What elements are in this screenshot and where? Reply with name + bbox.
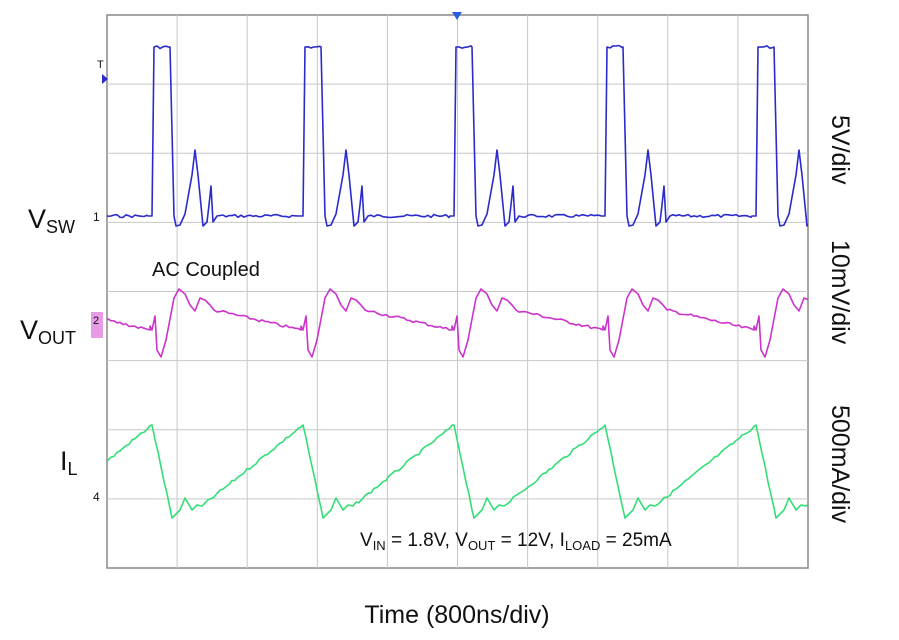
- scale-label: 5V/div: [826, 115, 854, 185]
- channel-marker: 4: [93, 490, 100, 504]
- waveforms: [107, 44, 808, 519]
- note: AC Coupled: [152, 259, 260, 281]
- channel-marker: 2: [93, 315, 99, 327]
- waveform: [107, 44, 808, 227]
- conditions: VIN = 1.8V, VOUT = 12V, ILOAD = 25mA: [360, 530, 672, 553]
- x-axis-label: Time (800ns/div): [364, 601, 549, 629]
- trigger-marker: T: [97, 59, 104, 71]
- trace-label: VSW: [28, 204, 75, 237]
- trace-label: IL: [60, 446, 78, 479]
- graticule: [107, 15, 808, 568]
- scale-label: 500mA/div: [826, 405, 854, 524]
- trace-label: VOUT: [20, 315, 76, 348]
- trigger-level: [102, 74, 108, 84]
- waveform: [107, 288, 808, 358]
- trigger-position: [452, 12, 462, 20]
- channel-marker: 1: [93, 210, 100, 224]
- channel-box: [91, 312, 103, 338]
- scale-label: 10mV/div: [826, 240, 854, 345]
- waveform: [107, 424, 808, 519]
